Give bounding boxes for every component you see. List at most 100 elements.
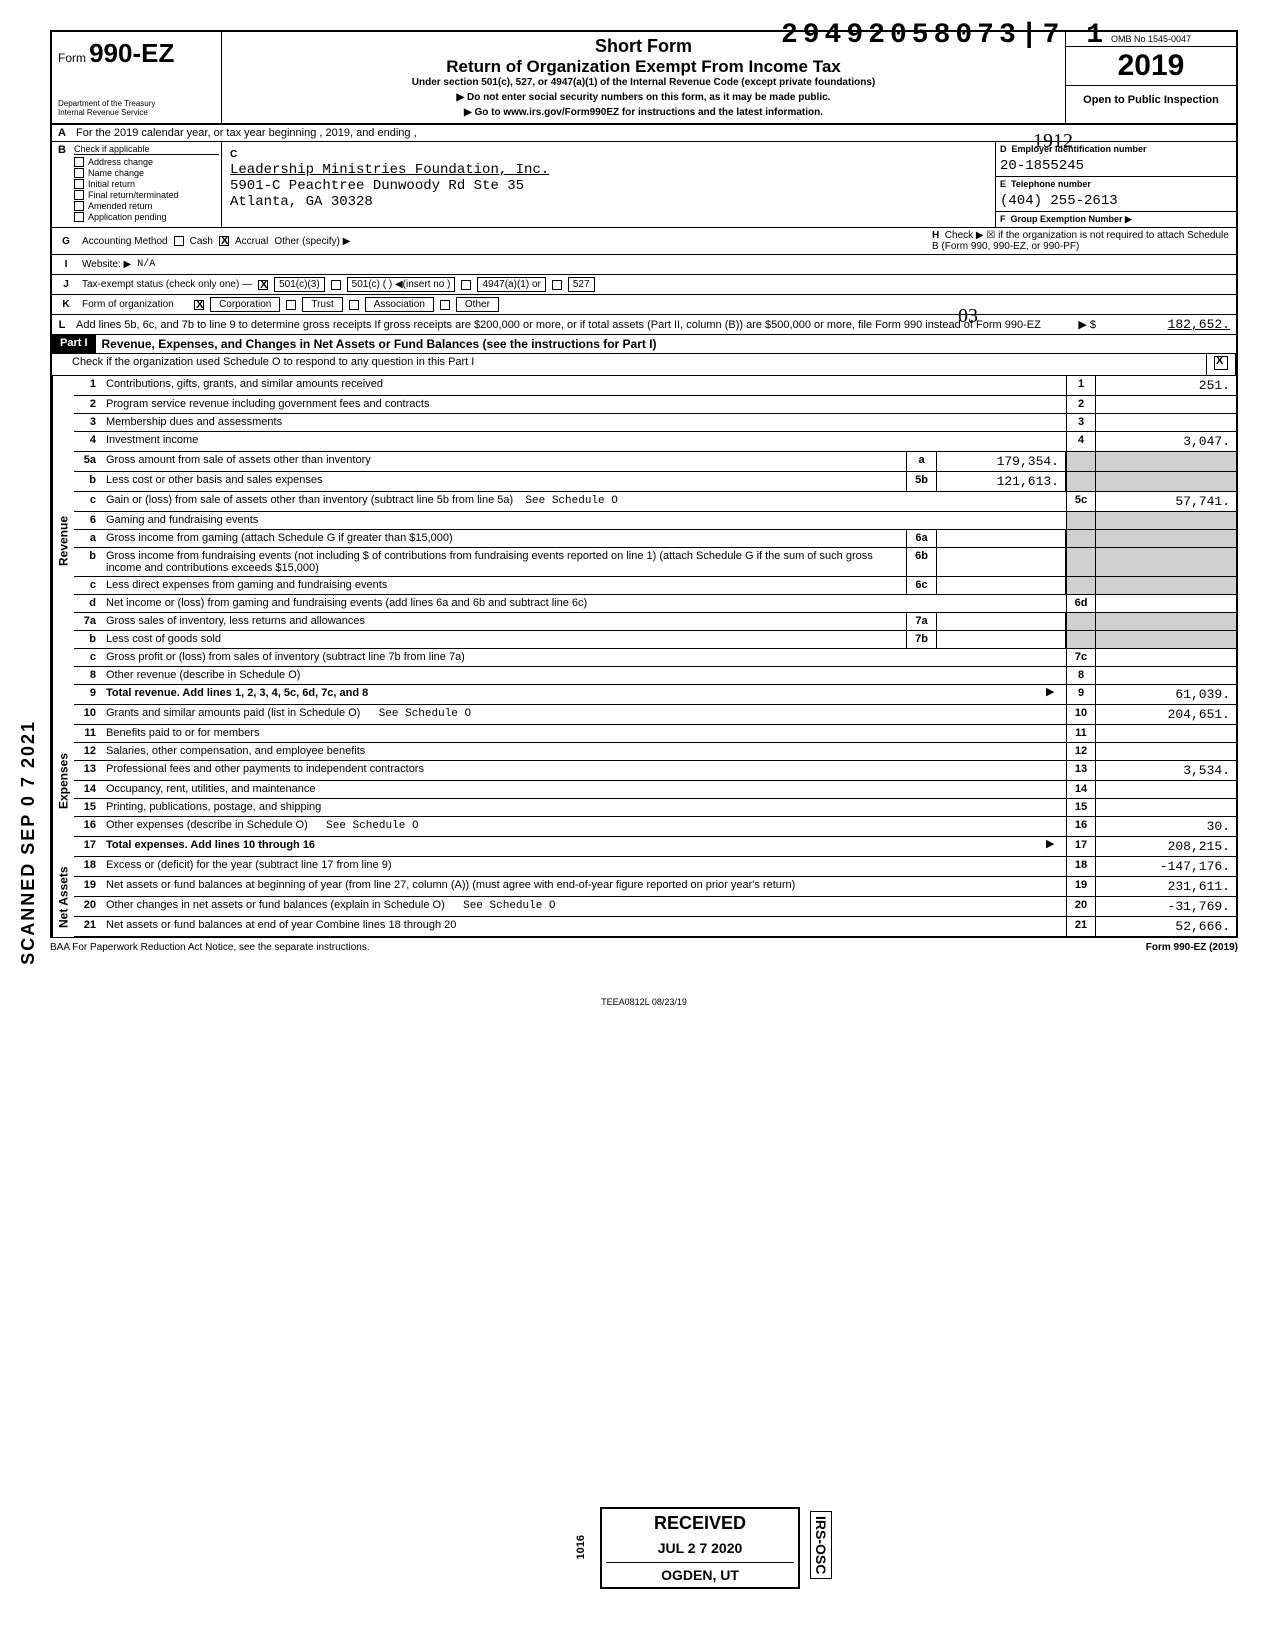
received-label: RECEIVED bbox=[606, 1513, 794, 1534]
line-10-box: 10 bbox=[1066, 705, 1096, 724]
cb-name-change[interactable] bbox=[74, 168, 84, 178]
line-11-desc: Benefits paid to or for members bbox=[102, 725, 1066, 742]
line-6d-val bbox=[1096, 595, 1236, 612]
line-16-val: 30. bbox=[1096, 817, 1236, 836]
cb-4947[interactable] bbox=[461, 280, 471, 290]
cb-initial-return[interactable] bbox=[74, 179, 84, 189]
form-number: 990-EZ bbox=[89, 38, 174, 68]
line-5c-desc: Gain or (loss) from sale of assets other… bbox=[106, 494, 513, 506]
note-website: ▶ Go to www.irs.gov/Form990EZ for instru… bbox=[226, 107, 1061, 118]
ein-title: Employer identification number bbox=[1012, 144, 1147, 154]
opt-pending: Application pending bbox=[88, 212, 167, 222]
line-10-desc: Grants and similar amounts paid (list in… bbox=[106, 707, 360, 719]
line-6b-mbox: 6b bbox=[906, 548, 936, 576]
line-6b-desc: Gross income from fundraising events (no… bbox=[102, 548, 906, 576]
line-7c-val bbox=[1096, 649, 1236, 666]
line-3-desc: Membership dues and assessments bbox=[102, 414, 1066, 431]
line-6c-mval bbox=[936, 577, 1066, 594]
line-17-val: 208,215. bbox=[1096, 837, 1236, 856]
line-6c-desc: Less direct expenses from gaming and fun… bbox=[102, 577, 906, 594]
line-6-desc: Gaming and fundraising events bbox=[102, 512, 1066, 529]
cb-schedule-o[interactable] bbox=[1214, 356, 1228, 370]
line-6b-mval bbox=[936, 548, 1066, 576]
website-value: N/A bbox=[137, 259, 155, 270]
label-e: E bbox=[1000, 179, 1006, 189]
accounting-method: Accounting Method bbox=[82, 236, 168, 247]
received-date: JUL 2 7 2020 bbox=[606, 1540, 794, 1556]
part1-sub: Check if the organization used Schedule … bbox=[52, 354, 1206, 375]
line-6a-mbox: 6a bbox=[906, 530, 936, 547]
line-9-desc: Total revenue. Add lines 1, 2, 3, 4, 5c,… bbox=[106, 687, 368, 699]
line-13-desc: Professional fees and other payments to … bbox=[102, 761, 1066, 780]
open-public: Open to Public Inspection bbox=[1066, 86, 1236, 114]
line-7a-desc: Gross sales of inventory, less returns a… bbox=[102, 613, 906, 630]
line-14-box: 14 bbox=[1066, 781, 1096, 798]
line-21-val: 52,666. bbox=[1096, 917, 1236, 936]
line-15-val bbox=[1096, 799, 1236, 816]
line-12-val bbox=[1096, 743, 1236, 760]
line-7b-mbox: 7b bbox=[906, 631, 936, 648]
line-6d-box: 6d bbox=[1066, 595, 1096, 612]
line-6a-mval bbox=[936, 530, 1066, 547]
line-2-desc: Program service revenue including govern… bbox=[102, 396, 1066, 413]
line-8-desc: Other revenue (describe in Schedule O) bbox=[102, 667, 1066, 684]
line-7b-mval bbox=[936, 631, 1066, 648]
label-k: K bbox=[56, 297, 76, 312]
cb-501c[interactable] bbox=[331, 280, 341, 290]
stamp-number: 29492058073|7 1 bbox=[781, 20, 1108, 51]
label-l: L bbox=[52, 317, 72, 333]
line-19-box: 19 bbox=[1066, 877, 1096, 896]
part1-tag: Part I bbox=[52, 335, 96, 353]
line-5b-desc: Less cost or other basis and sales expen… bbox=[102, 472, 906, 491]
label-f: F bbox=[1000, 214, 1006, 224]
line-13-box: 13 bbox=[1066, 761, 1096, 780]
side-revenue: Revenue bbox=[52, 376, 74, 705]
opt-501c3: 501(c)(3) bbox=[274, 277, 325, 292]
opt-accrual: Accrual bbox=[235, 236, 268, 247]
line-1-val: 251. bbox=[1096, 376, 1236, 395]
cb-address-change[interactable] bbox=[74, 157, 84, 167]
cb-other-org[interactable] bbox=[440, 300, 450, 310]
line-9-box: 9 bbox=[1066, 685, 1096, 704]
title-return: Return of Organization Exempt From Incom… bbox=[226, 57, 1061, 77]
cb-cash[interactable] bbox=[174, 236, 184, 246]
cb-pending[interactable] bbox=[74, 212, 84, 222]
line-1-box: 1 bbox=[1066, 376, 1096, 395]
label-i: I bbox=[56, 257, 76, 272]
cb-final-return[interactable] bbox=[74, 190, 84, 200]
cb-501c3[interactable] bbox=[258, 280, 268, 290]
cb-amended[interactable] bbox=[74, 201, 84, 211]
cb-corp[interactable] bbox=[194, 300, 204, 310]
ein-value: 20-1855245 bbox=[996, 156, 1236, 176]
line-5b-mval: 121,613. bbox=[936, 472, 1066, 491]
line-5b-mbox: 5b bbox=[906, 472, 936, 491]
line-14-val bbox=[1096, 781, 1236, 798]
opt-trust: Trust bbox=[302, 297, 342, 312]
line-11-box: 11 bbox=[1066, 725, 1096, 742]
label-d: D bbox=[1000, 144, 1007, 154]
line-2-box: 2 bbox=[1066, 396, 1096, 413]
teea-code: TEEA0812L 08/23/19 bbox=[50, 997, 1238, 1007]
group-exempt-title: Group Exemption Number ▶ bbox=[1011, 214, 1132, 224]
line-15-box: 15 bbox=[1066, 799, 1096, 816]
cb-trust[interactable] bbox=[286, 300, 296, 310]
line-8-val bbox=[1096, 667, 1236, 684]
opt-other-org: Other bbox=[456, 297, 499, 312]
line-h-text: Check ▶ ☒ if the organization is not req… bbox=[932, 230, 1229, 252]
cb-accrual[interactable] bbox=[219, 236, 229, 246]
opt-corp: Corporation bbox=[210, 297, 280, 312]
check-label: Check if applicable bbox=[74, 144, 219, 155]
line-10-val: 204,651. bbox=[1096, 705, 1236, 724]
line-5c-box: 5c bbox=[1066, 492, 1096, 511]
tax-year: 2019 bbox=[1066, 47, 1236, 86]
opt-name: Name change bbox=[88, 168, 144, 178]
line-19-val: 231,611. bbox=[1096, 877, 1236, 896]
cb-527[interactable] bbox=[552, 280, 562, 290]
line-5a-mbox: a bbox=[906, 452, 936, 471]
opt-final: Final return/terminated bbox=[88, 190, 179, 200]
note-ssn: ▶ Do not enter social security numbers o… bbox=[226, 92, 1061, 103]
line-l-value: 182,652. bbox=[1096, 315, 1236, 334]
line-h: H Check ▶ ☒ if the organization is not r… bbox=[932, 230, 1232, 252]
cb-assoc[interactable] bbox=[349, 300, 359, 310]
line-5c-val: 57,741. bbox=[1096, 492, 1236, 511]
